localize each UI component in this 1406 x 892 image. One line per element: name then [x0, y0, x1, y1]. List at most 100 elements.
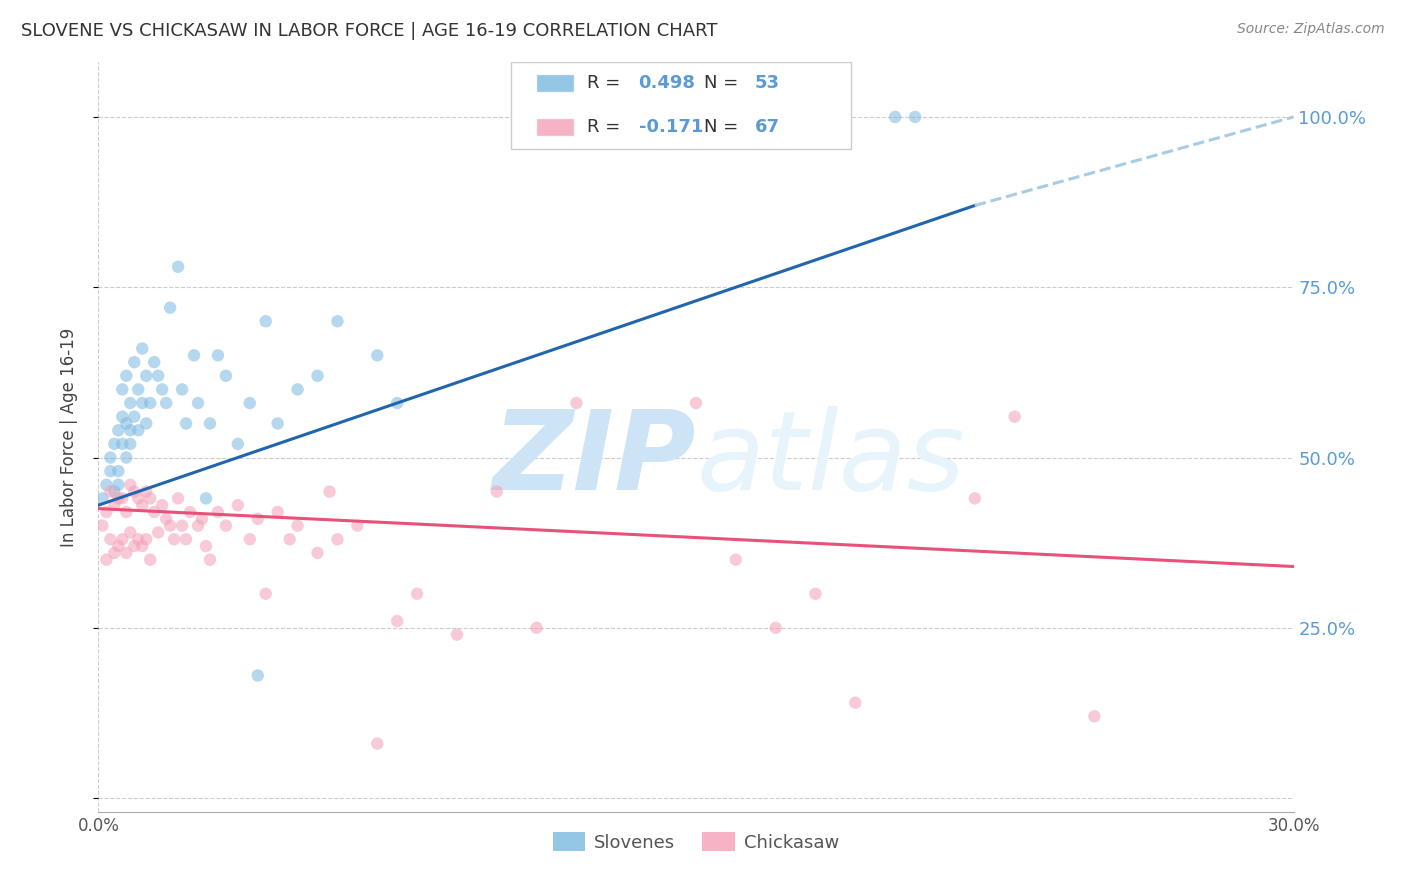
- Point: [884, 110, 907, 124]
- Text: atlas: atlas: [696, 406, 965, 513]
- Point: [167, 260, 190, 274]
- Point: [195, 539, 218, 553]
- Point: [385, 396, 409, 410]
- Point: [254, 587, 277, 601]
- Point: [150, 383, 173, 397]
- Point: [115, 505, 138, 519]
- Text: -0.171: -0.171: [638, 118, 703, 136]
- Point: [406, 587, 429, 601]
- Point: [174, 417, 197, 431]
- Point: [267, 417, 290, 431]
- Point: [98, 484, 122, 499]
- Point: [111, 491, 134, 506]
- Point: [307, 368, 329, 383]
- Legend: Slovenes, Chickasaw: Slovenes, Chickasaw: [546, 825, 846, 859]
- Point: [183, 348, 205, 362]
- Point: [172, 383, 194, 397]
- Point: [765, 621, 787, 635]
- Point: [963, 491, 986, 506]
- Point: [804, 587, 827, 601]
- Point: [239, 396, 262, 410]
- Point: [326, 314, 349, 328]
- Point: [120, 396, 142, 410]
- Point: [139, 396, 162, 410]
- Point: [115, 368, 138, 383]
- Point: [198, 552, 221, 566]
- Text: N =: N =: [704, 74, 744, 92]
- Point: [124, 409, 146, 424]
- Point: [187, 396, 209, 410]
- Point: [148, 525, 170, 540]
- Point: [366, 737, 388, 751]
- Point: [139, 552, 162, 566]
- Point: [107, 464, 129, 478]
- Point: [254, 314, 277, 328]
- Point: [127, 533, 149, 547]
- Point: [103, 437, 125, 451]
- Point: [159, 518, 181, 533]
- Point: [239, 533, 262, 547]
- FancyBboxPatch shape: [536, 74, 574, 92]
- Point: [120, 525, 142, 540]
- Point: [215, 368, 238, 383]
- Text: SLOVENE VS CHICKASAW IN LABOR FORCE | AGE 16-19 CORRELATION CHART: SLOVENE VS CHICKASAW IN LABOR FORCE | AG…: [21, 22, 717, 40]
- Point: [187, 518, 209, 533]
- Point: [115, 417, 138, 431]
- Point: [526, 621, 548, 635]
- Point: [155, 512, 177, 526]
- Point: [485, 484, 508, 499]
- Point: [246, 668, 269, 682]
- Point: [148, 368, 170, 383]
- Point: [98, 464, 122, 478]
- Point: [685, 396, 707, 410]
- Point: [127, 383, 149, 397]
- Point: [91, 491, 114, 506]
- Point: [207, 505, 229, 519]
- Point: [103, 498, 125, 512]
- Point: [307, 546, 329, 560]
- Point: [135, 533, 157, 547]
- Text: 67: 67: [755, 118, 779, 136]
- Point: [326, 533, 349, 547]
- Point: [163, 533, 186, 547]
- Point: [346, 518, 368, 533]
- Point: [98, 533, 122, 547]
- Point: [267, 505, 290, 519]
- Point: [135, 484, 157, 499]
- Point: [207, 348, 229, 362]
- Point: [155, 396, 177, 410]
- Point: [115, 546, 138, 560]
- Point: [174, 533, 197, 547]
- Point: [287, 383, 309, 397]
- Y-axis label: In Labor Force | Age 16-19: In Labor Force | Age 16-19: [59, 327, 77, 547]
- Point: [115, 450, 138, 465]
- Point: [107, 477, 129, 491]
- Point: [120, 437, 142, 451]
- Point: [131, 342, 153, 356]
- Point: [150, 498, 173, 512]
- Point: [287, 518, 309, 533]
- Point: [844, 696, 866, 710]
- Point: [111, 409, 134, 424]
- Point: [96, 477, 118, 491]
- Point: [565, 396, 588, 410]
- Text: N =: N =: [704, 118, 744, 136]
- Point: [131, 539, 153, 553]
- Point: [107, 423, 129, 437]
- Text: 0.498: 0.498: [638, 74, 696, 92]
- Point: [179, 505, 201, 519]
- Point: [226, 437, 249, 451]
- Point: [246, 512, 269, 526]
- Point: [143, 355, 166, 369]
- Text: 53: 53: [755, 74, 779, 92]
- Point: [127, 491, 149, 506]
- Point: [215, 518, 238, 533]
- Point: [124, 355, 146, 369]
- Point: [91, 518, 114, 533]
- Point: [131, 498, 153, 512]
- Point: [96, 552, 118, 566]
- Point: [1004, 409, 1026, 424]
- Point: [318, 484, 340, 499]
- Point: [96, 505, 118, 519]
- Point: [135, 368, 157, 383]
